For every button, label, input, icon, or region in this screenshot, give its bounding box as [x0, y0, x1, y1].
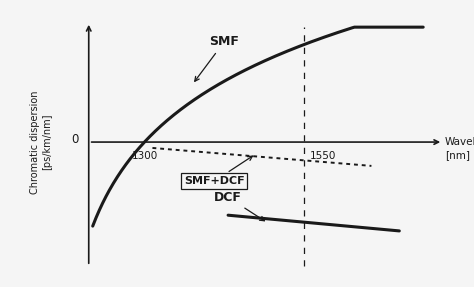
Text: DCF: DCF: [214, 191, 264, 221]
Text: Chromatic dispersion
[ps/km/nm]: Chromatic dispersion [ps/km/nm]: [30, 90, 52, 194]
Text: SMF: SMF: [195, 35, 239, 81]
Text: Wavelength: Wavelength: [445, 137, 474, 147]
Text: 1550: 1550: [310, 151, 336, 161]
Text: [nm]: [nm]: [445, 150, 470, 160]
Text: SMF+DCF: SMF+DCF: [184, 156, 253, 186]
Text: 0: 0: [72, 133, 79, 146]
Text: 1300: 1300: [131, 151, 157, 161]
